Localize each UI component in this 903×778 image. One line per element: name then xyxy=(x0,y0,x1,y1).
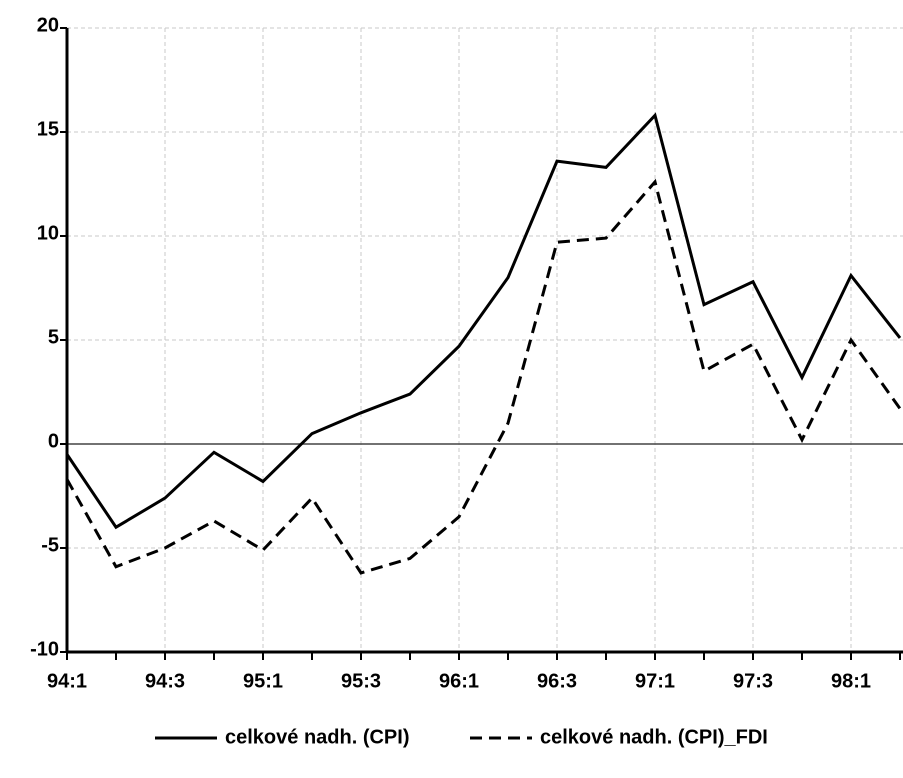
x-tick-label: 95:3 xyxy=(341,670,381,692)
x-tick-label: 94:3 xyxy=(145,670,185,692)
x-tick-label: 97:1 xyxy=(635,670,675,692)
x-tick-label: 94:1 xyxy=(47,670,87,692)
y-tick-label: 20 xyxy=(37,14,59,36)
x-tick-label: 97:3 xyxy=(733,670,773,692)
y-tick-label: 0 xyxy=(48,430,59,452)
legend-label: celkové nadh. (CPI) xyxy=(225,726,410,748)
series-line xyxy=(65,112,902,530)
series-line xyxy=(65,178,902,575)
x-tick-label: 96:1 xyxy=(439,670,479,692)
y-tick-label: 10 xyxy=(37,222,59,244)
y-tick-label: -10 xyxy=(30,638,59,660)
y-tick-label: -5 xyxy=(41,534,59,556)
y-tick-label: 15 xyxy=(37,118,59,140)
legend-label: celkové nadh. (CPI)_FDI xyxy=(540,726,768,748)
x-tick-label: 98:1 xyxy=(831,670,871,692)
x-tick-label: 95:1 xyxy=(243,670,283,692)
y-tick-label: 5 xyxy=(48,326,59,348)
x-tick-label: 96:3 xyxy=(537,670,577,692)
